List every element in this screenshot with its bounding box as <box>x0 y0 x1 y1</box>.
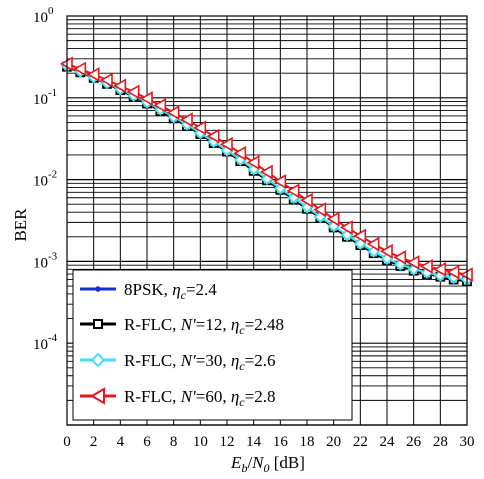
legend-entry-rflc-30: R-FLC, N′=30, ηc=2.6 <box>80 351 275 373</box>
x-tick-labels: 0 2 4 6 8 10 12 14 16 18 20 22 24 26 28 30 <box>63 434 474 450</box>
data-point <box>379 243 393 259</box>
legend-entry-rflc-60: R-FLC, N′=60, ηc=2.8 <box>80 387 275 409</box>
data-point <box>353 228 367 244</box>
y-tick-label: 10-3 <box>33 250 58 271</box>
x-tick-label: 12 <box>220 434 235 450</box>
legend-box <box>72 269 353 421</box>
y-tick-label: 10-4 <box>33 332 58 353</box>
legend: 8PSK, ηc=2.4 R-FLC, N′=12, ηc=2.48 R-FLC… <box>72 269 353 421</box>
data-point <box>113 78 127 94</box>
y-tick-label: 10-1 <box>33 87 57 108</box>
x-tick-label: 18 <box>300 434 315 450</box>
legend-label-rflc-60: R-FLC, N′=60, ηc=2.8 <box>124 387 275 409</box>
x-tick-label: 26 <box>406 434 422 450</box>
data-point <box>339 220 353 235</box>
data-point <box>139 91 153 106</box>
legend-label-rflc-12: R-FLC, N′=12, ηc=2.48 <box>124 315 284 337</box>
x-tick-label: 8 <box>170 434 178 450</box>
x-tick-label: 16 <box>273 434 289 450</box>
data-point <box>299 192 313 208</box>
data-point <box>99 72 113 88</box>
data-point <box>219 136 233 152</box>
x-tick-label: 2 <box>90 434 98 450</box>
x-tick-label: 22 <box>353 434 368 450</box>
x-tick-label: 30 <box>460 434 475 450</box>
data-point <box>446 264 460 280</box>
data-point <box>366 236 380 252</box>
legend-marker-8psk <box>95 286 101 292</box>
y-tick-labels: 100 10-1 10-2 10-3 10-4 <box>33 5 58 353</box>
legend-marker-rflc-12 <box>93 319 103 329</box>
data-point <box>86 67 100 82</box>
x-tick-label: 28 <box>433 434 448 450</box>
x-axis-label: Eb/N0 [dB] <box>230 453 305 475</box>
series-3 <box>59 56 473 282</box>
data-point <box>326 211 340 227</box>
y-axis-label: BER <box>11 208 30 242</box>
data-point <box>419 258 433 274</box>
x-tick-label: 20 <box>326 434 341 450</box>
legend-marker-rflc-30 <box>90 352 106 368</box>
x-tick-label: 24 <box>380 434 396 450</box>
data-point <box>153 97 167 113</box>
y-tick-label: 100 <box>33 5 54 26</box>
y-tick-label: 10-2 <box>33 169 57 190</box>
data-point <box>313 202 327 217</box>
data-point <box>286 183 300 199</box>
data-point <box>166 105 180 120</box>
legend-entry-rflc-12: R-FLC, N′=12, ηc=2.48 <box>80 315 284 337</box>
x-tick-label: 10 <box>193 434 208 450</box>
data-point <box>126 84 140 100</box>
data-point <box>233 145 247 161</box>
data-point <box>73 61 87 77</box>
legend-marker-rflc-60 <box>90 387 105 405</box>
data-point <box>179 112 193 128</box>
x-tick-label: 6 <box>143 434 151 450</box>
data-point <box>206 128 220 144</box>
x-tick-label: 14 <box>246 434 262 450</box>
data-point <box>193 120 207 136</box>
legend-label-8psk: 8PSK, ηc=2.4 <box>124 280 217 302</box>
data-point <box>259 164 273 180</box>
plot-frame <box>66 15 468 426</box>
data-point <box>406 255 420 270</box>
legend-label-rflc-30: R-FLC, N′=30, ηc=2.6 <box>124 351 275 373</box>
x-tick-label: 4 <box>117 434 125 450</box>
data-point <box>433 261 447 277</box>
x-tick-label: 0 <box>63 434 71 450</box>
data-point <box>246 155 260 170</box>
legend-entry-8psk: 8PSK, ηc=2.4 <box>80 280 217 302</box>
data-point <box>393 249 407 265</box>
data-point <box>273 174 287 189</box>
